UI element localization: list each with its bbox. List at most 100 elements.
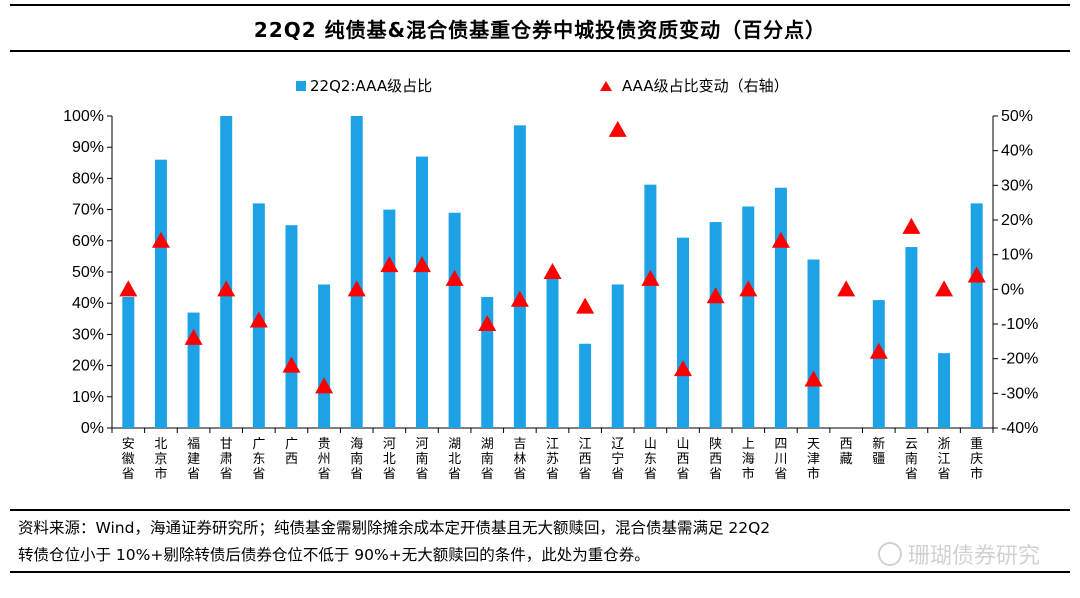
category-label: 安徽省 xyxy=(122,437,135,482)
bar xyxy=(318,284,331,428)
triangle-marker xyxy=(510,290,529,307)
left-tick-label: 100% xyxy=(63,108,104,125)
bar xyxy=(677,237,690,428)
triangle-marker xyxy=(608,120,627,137)
bar xyxy=(872,300,885,428)
bar xyxy=(383,209,396,428)
category-label: 云南省 xyxy=(905,437,918,482)
bar xyxy=(220,116,233,428)
triangle-marker xyxy=(151,231,170,248)
category-label: 河南省 xyxy=(415,437,428,482)
triangle-marker xyxy=(869,342,888,359)
right-tick-label: 40% xyxy=(1001,143,1033,160)
left-tick-label: 20% xyxy=(72,358,104,375)
category-label: 山东省 xyxy=(644,437,657,482)
right-tick-label: -40% xyxy=(1001,420,1038,437)
triangle-marker xyxy=(347,280,366,297)
source-line-2: 转债仓位小于 10%+剔除转债后债券仓位不低于 90%+无大额赎回的条件，此处为… xyxy=(18,546,650,564)
category-label: 湖北省 xyxy=(448,437,461,482)
bar xyxy=(807,259,820,428)
triangle-marker xyxy=(641,269,660,286)
triangle-marker xyxy=(739,280,758,297)
title-bar: 22Q2 纯债基&混合债基重仓券中城投债资质变动（百分点） xyxy=(10,4,1070,52)
right-tick-label: 30% xyxy=(1001,177,1033,194)
left-tick-label: 40% xyxy=(72,295,104,312)
triangle-marker xyxy=(282,356,301,373)
category-label: 陕西省 xyxy=(709,437,722,482)
right-tick-label: -20% xyxy=(1001,351,1038,368)
right-tick-label: 10% xyxy=(1001,247,1033,264)
category-label: 河北省 xyxy=(383,437,396,482)
triangle-marker xyxy=(315,377,334,394)
right-tick-label: -30% xyxy=(1001,385,1038,402)
left-tick-label: 80% xyxy=(72,170,104,187)
chart-title: 22Q2 纯债基&混合债基重仓券中城投债资质变动（百分点） xyxy=(253,17,827,42)
triangle-marker xyxy=(804,370,823,387)
left-tick-label: 30% xyxy=(72,326,104,343)
category-label: 天津市 xyxy=(807,437,820,482)
category-label: 海南省 xyxy=(350,437,363,482)
bar xyxy=(154,159,167,428)
bar xyxy=(970,203,983,428)
category-label: 重庆市 xyxy=(970,436,983,482)
category-label: 北京市 xyxy=(154,437,167,482)
triangle-marker xyxy=(119,280,138,297)
watermark: 珊瑚债券研究 xyxy=(877,538,1040,570)
category-label: 湖南省 xyxy=(481,437,494,482)
bar xyxy=(938,353,951,428)
bar xyxy=(546,275,559,428)
legend-marker-swatch xyxy=(600,81,612,91)
category-label: 四川省 xyxy=(774,437,787,482)
triangle-marker xyxy=(184,328,203,345)
category-label: 西藏 xyxy=(840,437,853,467)
category-label: 广西 xyxy=(285,437,298,467)
right-tick-label: -10% xyxy=(1001,316,1038,333)
left-tick-label: 70% xyxy=(72,202,104,219)
bar xyxy=(774,187,787,428)
chart-canvas: 22Q2:AAA级占比 AAA级占比变动（右轴） 0% 10% 20% 30% 40% 5… xyxy=(63,77,1038,482)
triangle-marker xyxy=(445,269,464,286)
category-label: 江西省 xyxy=(579,437,592,482)
bar xyxy=(285,225,298,428)
category-label: 辽宁省 xyxy=(611,437,624,482)
category-label: 广东省 xyxy=(252,437,265,482)
triangle-marker xyxy=(706,287,725,304)
category-label: 山西省 xyxy=(677,437,690,482)
bar xyxy=(742,206,755,428)
category-label: 福建省 xyxy=(187,437,200,482)
triangle-marker xyxy=(217,280,236,297)
left-tick-label: 10% xyxy=(72,389,104,406)
legend: 22Q2:AAA级占比 AAA级占比变动（右轴） xyxy=(296,77,789,95)
category-label: 贵州省 xyxy=(318,437,331,482)
right-tick-label: 0% xyxy=(1001,281,1024,298)
category-label: 甘肃省 xyxy=(220,437,233,482)
left-tick-label: 0% xyxy=(81,420,104,437)
left-tick-label: 60% xyxy=(72,233,104,250)
triangle-marker xyxy=(935,280,954,297)
right-tick-label: 50% xyxy=(1001,108,1033,125)
right-tick-label: 20% xyxy=(1001,212,1033,229)
source-note: 资料来源：Wind，海通证券研究所；纯债基金需剔除摊余成本定开债基且无大额赎回，… xyxy=(10,509,1070,573)
bar xyxy=(448,212,461,428)
bar xyxy=(513,125,526,429)
bar xyxy=(905,247,918,428)
triangle-marker xyxy=(380,256,399,273)
wechat-logo-icon xyxy=(877,542,902,566)
category-label: 江苏省 xyxy=(546,437,559,482)
triangle-marker xyxy=(771,231,790,248)
bar xyxy=(611,284,624,428)
bar xyxy=(350,116,363,428)
bar xyxy=(709,222,722,428)
triangle-marker xyxy=(837,280,856,297)
bar xyxy=(644,184,657,428)
triangle-marker xyxy=(902,217,921,234)
triangle-marker xyxy=(478,315,497,331)
legend-marker-label: AAA级占比变动（右轴） xyxy=(622,77,789,95)
triangle-marker xyxy=(674,360,693,377)
category-label: 吉林省 xyxy=(513,437,526,482)
category-label: 上海市 xyxy=(742,437,755,482)
source-line-1: 资料来源：Wind，海通证券研究所；纯债基金需剔除摊余成本定开债基且无大额赎回，… xyxy=(18,519,771,537)
plot-area: 0% 10% 20% 30% 40% 50% 60% 70% 80% 90% 100% -40% -30… xyxy=(63,108,1038,482)
left-tick-label: 50% xyxy=(72,264,104,281)
